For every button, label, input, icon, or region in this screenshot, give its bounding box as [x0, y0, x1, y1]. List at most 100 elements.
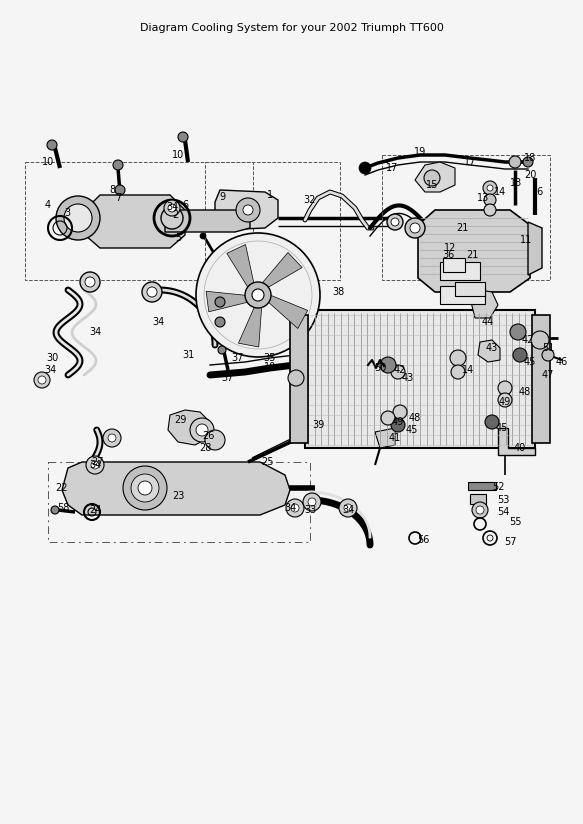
Circle shape — [85, 277, 95, 287]
Text: 38: 38 — [332, 287, 344, 297]
Bar — [205, 162, 340, 280]
Text: 34: 34 — [89, 460, 101, 470]
Bar — [443, 258, 465, 272]
Text: 20: 20 — [524, 170, 536, 180]
Circle shape — [393, 405, 407, 419]
Bar — [440, 286, 485, 304]
Text: 2: 2 — [172, 210, 178, 220]
Text: 14: 14 — [494, 187, 506, 197]
Bar — [290, 315, 308, 443]
Circle shape — [485, 415, 499, 429]
Circle shape — [64, 204, 92, 232]
Polygon shape — [85, 195, 185, 248]
Text: 34: 34 — [284, 503, 296, 513]
Text: 10: 10 — [172, 150, 184, 160]
Circle shape — [308, 498, 316, 506]
Text: 11: 11 — [520, 235, 532, 245]
Text: 14: 14 — [462, 365, 474, 375]
Circle shape — [245, 282, 271, 308]
Text: 23: 23 — [172, 491, 184, 501]
Circle shape — [472, 502, 488, 518]
Text: Diagram Cooling System for your 2002 Triumph TT600: Diagram Cooling System for your 2002 Tri… — [139, 23, 444, 33]
Polygon shape — [227, 245, 254, 288]
Circle shape — [252, 289, 264, 301]
Circle shape — [123, 466, 167, 510]
Text: 13: 13 — [510, 178, 522, 188]
Circle shape — [381, 411, 395, 425]
Text: 55: 55 — [509, 517, 521, 527]
Text: 7: 7 — [115, 193, 121, 203]
Circle shape — [359, 162, 371, 174]
Text: 33: 33 — [304, 505, 316, 515]
Text: 51: 51 — [542, 343, 554, 353]
Circle shape — [80, 272, 100, 292]
Bar — [470, 494, 486, 504]
Circle shape — [484, 204, 496, 216]
Circle shape — [339, 499, 357, 517]
Circle shape — [513, 348, 527, 362]
Text: 36: 36 — [442, 250, 454, 260]
Text: 28: 28 — [199, 443, 211, 453]
Text: 26: 26 — [202, 431, 214, 441]
Circle shape — [510, 324, 526, 340]
Text: 17: 17 — [386, 163, 398, 173]
Circle shape — [142, 282, 162, 302]
Circle shape — [344, 504, 352, 512]
Text: 29: 29 — [174, 415, 186, 425]
Text: 13: 13 — [477, 193, 489, 203]
Circle shape — [391, 418, 405, 432]
Circle shape — [147, 287, 157, 297]
Text: 57: 57 — [504, 537, 517, 547]
Text: 43: 43 — [486, 343, 498, 353]
Text: 48: 48 — [519, 387, 531, 397]
Text: 9: 9 — [219, 192, 225, 202]
Circle shape — [38, 376, 46, 384]
Circle shape — [108, 434, 116, 442]
Circle shape — [451, 365, 465, 379]
Polygon shape — [168, 410, 210, 445]
Circle shape — [286, 499, 304, 517]
Circle shape — [34, 372, 50, 388]
Circle shape — [91, 461, 99, 469]
Circle shape — [410, 223, 420, 233]
Polygon shape — [262, 252, 302, 288]
Polygon shape — [165, 210, 250, 232]
Circle shape — [205, 430, 225, 450]
Bar — [25, 162, 253, 280]
Text: 50: 50 — [374, 363, 386, 373]
Text: 16: 16 — [532, 187, 544, 197]
Circle shape — [115, 185, 125, 195]
Text: 34: 34 — [152, 317, 164, 327]
Text: 12: 12 — [444, 243, 456, 253]
Text: 45: 45 — [496, 423, 508, 433]
Bar — [305, 310, 535, 448]
Text: 32: 32 — [304, 195, 316, 205]
Circle shape — [138, 481, 152, 495]
Polygon shape — [375, 428, 395, 448]
Polygon shape — [418, 210, 530, 292]
Circle shape — [190, 418, 214, 442]
Circle shape — [391, 218, 399, 226]
Circle shape — [509, 156, 521, 168]
Text: 34: 34 — [89, 327, 101, 337]
Bar — [455, 282, 485, 296]
Circle shape — [288, 370, 304, 386]
Circle shape — [498, 393, 512, 407]
Circle shape — [531, 331, 549, 349]
Circle shape — [450, 350, 466, 366]
Text: 10: 10 — [42, 157, 54, 167]
Circle shape — [86, 456, 104, 474]
Text: 44: 44 — [482, 317, 494, 327]
Text: 21: 21 — [456, 223, 468, 233]
Circle shape — [200, 233, 206, 239]
Circle shape — [405, 218, 425, 238]
Bar — [382, 155, 550, 280]
Circle shape — [483, 181, 497, 195]
Polygon shape — [415, 162, 455, 192]
Circle shape — [236, 198, 260, 222]
Text: 42: 42 — [394, 365, 406, 375]
Circle shape — [196, 233, 320, 357]
Polygon shape — [62, 462, 290, 515]
Text: 17: 17 — [464, 157, 476, 167]
Polygon shape — [528, 222, 542, 275]
